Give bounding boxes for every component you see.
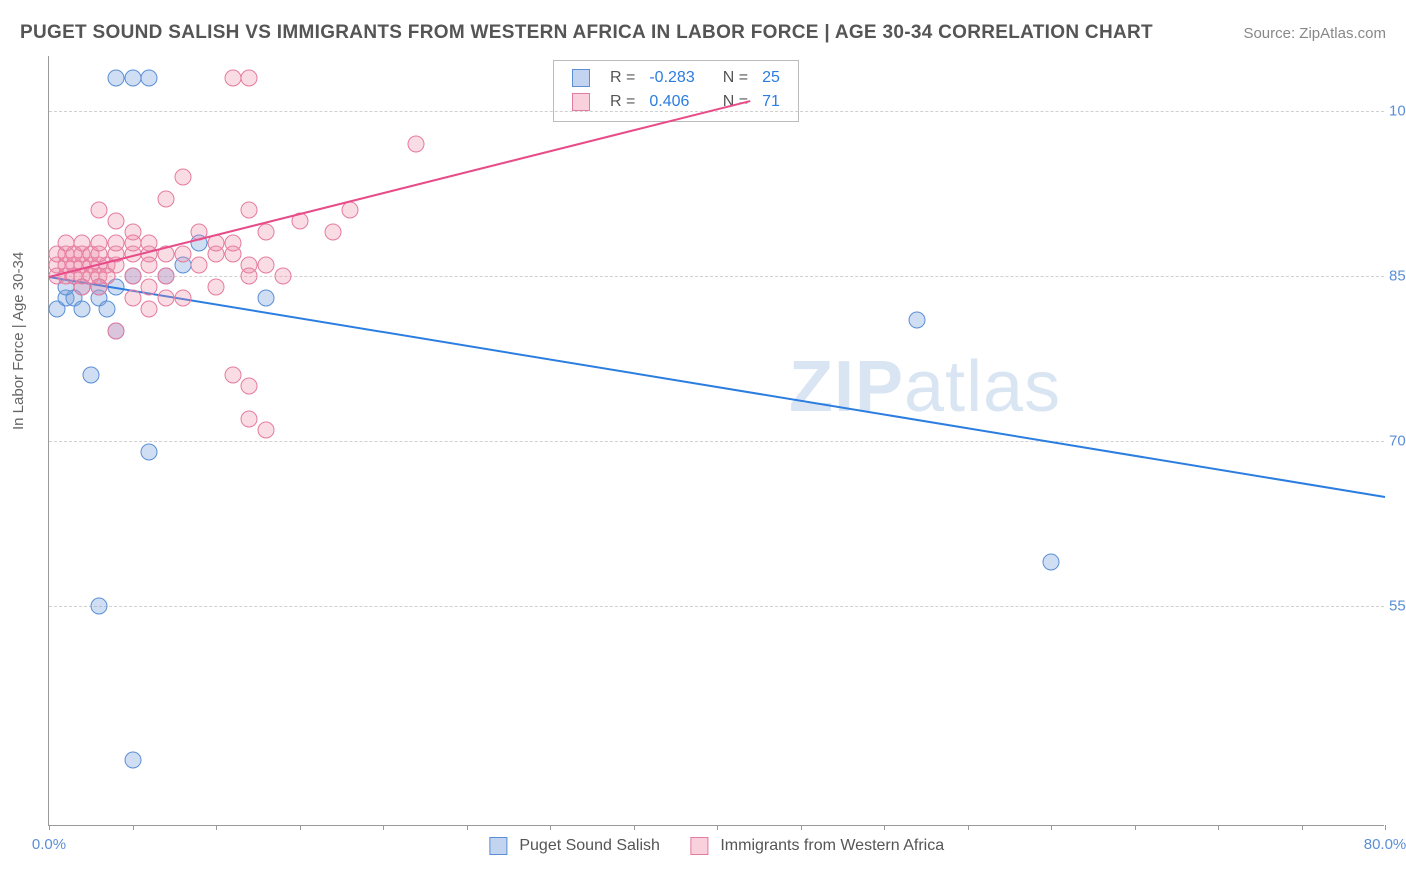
scatter-chart: ZIPatlas R = -0.283 N = 25 R = 0.406 N =…	[48, 56, 1384, 826]
data-point	[157, 191, 174, 208]
legend-label-1: Puget Sound Salish	[519, 837, 660, 854]
x-tick	[1135, 825, 1136, 830]
data-point	[258, 422, 275, 439]
chart-title: PUGET SOUND SALISH VS IMMIGRANTS FROM WE…	[20, 22, 1153, 44]
legend-r-value-1: -0.283	[643, 67, 700, 89]
data-point	[107, 213, 124, 230]
legend-swatch-blue	[572, 69, 590, 87]
data-point	[141, 301, 158, 318]
x-tick	[133, 825, 134, 830]
x-tick	[49, 825, 50, 830]
data-point	[174, 169, 191, 186]
data-point	[241, 378, 258, 395]
data-point	[157, 268, 174, 285]
data-point	[258, 224, 275, 241]
legend-n-value-1: 25	[756, 67, 786, 89]
data-point	[141, 279, 158, 296]
x-tick	[1385, 825, 1386, 830]
data-point	[141, 444, 158, 461]
data-point	[141, 257, 158, 274]
data-point	[124, 290, 141, 307]
data-point	[91, 235, 108, 252]
x-tick	[300, 825, 301, 830]
gridline	[49, 111, 1384, 112]
data-point	[224, 70, 241, 87]
series-legend: Puget Sound Salish Immigrants from Weste…	[489, 837, 944, 855]
legend-item-1: Puget Sound Salish	[489, 837, 660, 855]
data-point	[82, 367, 99, 384]
x-tick-label: 80.0%	[1364, 836, 1406, 853]
data-point	[124, 752, 141, 769]
data-point	[224, 235, 241, 252]
data-point	[74, 279, 91, 296]
data-point	[107, 235, 124, 252]
legend-label-2: Immigrants from Western Africa	[720, 837, 944, 854]
data-point	[241, 411, 258, 428]
x-tick	[550, 825, 551, 830]
y-tick-label: 55.0%	[1389, 598, 1406, 615]
x-tick	[1218, 825, 1219, 830]
data-point	[74, 301, 91, 318]
data-point	[909, 312, 926, 329]
legend-item-2: Immigrants from Western Africa	[690, 837, 944, 855]
data-point	[241, 70, 258, 87]
x-tick	[884, 825, 885, 830]
legend-swatch-pink	[572, 93, 590, 111]
x-tick	[1051, 825, 1052, 830]
data-point	[107, 70, 124, 87]
legend-n-label: N =	[717, 67, 754, 89]
y-axis-label: In Labor Force | Age 30-34	[10, 252, 27, 430]
data-point	[324, 224, 341, 241]
data-point	[174, 246, 191, 263]
x-tick	[467, 825, 468, 830]
x-tick	[1302, 825, 1303, 830]
data-point	[157, 290, 174, 307]
y-tick-label: 85.0%	[1389, 268, 1406, 285]
x-tick	[968, 825, 969, 830]
legend-r-label: R =	[604, 67, 641, 89]
data-point	[241, 202, 258, 219]
watermark: ZIPatlas	[789, 346, 1061, 428]
data-point	[124, 235, 141, 252]
data-point	[124, 268, 141, 285]
x-tick	[717, 825, 718, 830]
data-point	[57, 235, 74, 252]
y-tick-label: 70.0%	[1389, 433, 1406, 450]
data-point	[141, 70, 158, 87]
x-tick	[634, 825, 635, 830]
data-point	[191, 257, 208, 274]
trend-line	[49, 100, 751, 278]
x-tick-label: 0.0%	[32, 836, 66, 853]
data-point	[99, 301, 116, 318]
data-point	[258, 290, 275, 307]
data-point	[91, 598, 108, 615]
data-point	[241, 268, 258, 285]
gridline	[49, 441, 1384, 442]
data-point	[74, 235, 91, 252]
data-point	[408, 136, 425, 153]
correlation-legend: R = -0.283 N = 25 R = 0.406 N = 71	[553, 60, 799, 122]
legend-swatch-pink	[690, 837, 708, 855]
data-point	[1043, 554, 1060, 571]
data-point	[174, 290, 191, 307]
x-tick	[801, 825, 802, 830]
x-tick	[383, 825, 384, 830]
x-tick	[216, 825, 217, 830]
data-point	[124, 70, 141, 87]
data-point	[91, 279, 108, 296]
legend-swatch-blue	[489, 837, 507, 855]
data-point	[258, 257, 275, 274]
data-point	[91, 202, 108, 219]
data-point	[107, 323, 124, 340]
gridline	[49, 606, 1384, 607]
data-point	[224, 367, 241, 384]
data-point	[208, 279, 225, 296]
source-label: Source: ZipAtlas.com	[1243, 25, 1386, 42]
y-tick-label: 100.0%	[1389, 103, 1406, 120]
data-point	[274, 268, 291, 285]
